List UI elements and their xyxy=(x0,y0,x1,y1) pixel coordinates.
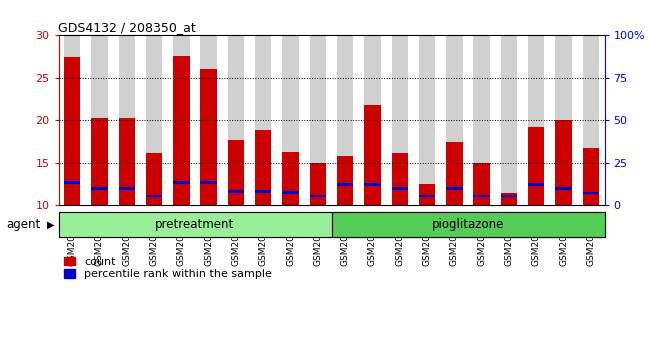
Bar xyxy=(446,142,463,205)
Bar xyxy=(91,187,108,190)
Bar xyxy=(500,35,517,205)
Bar xyxy=(419,184,436,205)
Bar xyxy=(118,187,135,190)
Bar xyxy=(91,35,108,205)
Bar xyxy=(446,187,463,190)
Bar xyxy=(446,35,463,205)
Bar xyxy=(64,57,81,205)
Bar xyxy=(173,181,190,184)
Bar xyxy=(64,35,81,205)
Bar xyxy=(146,153,162,205)
Bar xyxy=(528,35,545,205)
Bar xyxy=(582,148,599,205)
Bar xyxy=(227,140,244,205)
Bar xyxy=(309,163,326,205)
Bar xyxy=(528,127,545,205)
Bar xyxy=(555,120,572,205)
Bar xyxy=(337,35,354,205)
Text: pioglitazone: pioglitazone xyxy=(432,218,504,231)
Bar xyxy=(227,190,244,193)
Bar xyxy=(391,187,408,190)
Bar xyxy=(555,35,572,205)
Bar xyxy=(255,130,272,205)
Bar xyxy=(173,56,190,205)
Bar xyxy=(146,35,162,205)
Bar xyxy=(582,35,599,205)
Bar xyxy=(364,105,381,205)
Bar xyxy=(282,35,299,205)
Bar xyxy=(391,35,408,205)
Bar xyxy=(555,187,572,190)
Bar xyxy=(118,35,135,205)
Bar xyxy=(337,156,354,205)
Bar xyxy=(200,181,217,184)
Text: agent: agent xyxy=(6,218,41,231)
Text: ▶: ▶ xyxy=(47,220,55,230)
Bar xyxy=(200,35,217,205)
Bar xyxy=(419,195,436,197)
Bar xyxy=(58,212,332,237)
Bar xyxy=(309,195,326,197)
Bar xyxy=(146,195,162,197)
Bar xyxy=(332,212,604,237)
Bar xyxy=(255,190,272,193)
Text: GDS4132 / 208350_at: GDS4132 / 208350_at xyxy=(58,21,196,34)
Bar xyxy=(473,35,490,205)
Bar xyxy=(227,35,244,205)
Bar xyxy=(500,193,517,205)
Bar xyxy=(528,183,545,186)
Bar xyxy=(309,35,326,205)
Bar xyxy=(173,35,190,205)
Bar xyxy=(118,118,135,205)
Bar xyxy=(500,195,517,197)
Bar xyxy=(91,118,108,205)
Bar xyxy=(200,69,217,205)
Bar xyxy=(364,183,381,186)
Bar xyxy=(364,35,381,205)
Bar xyxy=(582,192,599,194)
Bar xyxy=(419,35,436,205)
Legend: count, percentile rank within the sample: count, percentile rank within the sample xyxy=(64,257,272,279)
Bar xyxy=(473,195,490,197)
Bar xyxy=(473,163,490,205)
Bar xyxy=(282,152,299,205)
Bar xyxy=(64,181,81,184)
Text: pretreatment: pretreatment xyxy=(155,218,235,231)
Bar xyxy=(337,183,354,186)
Bar xyxy=(391,153,408,205)
Bar xyxy=(255,35,272,205)
Bar xyxy=(282,192,299,194)
